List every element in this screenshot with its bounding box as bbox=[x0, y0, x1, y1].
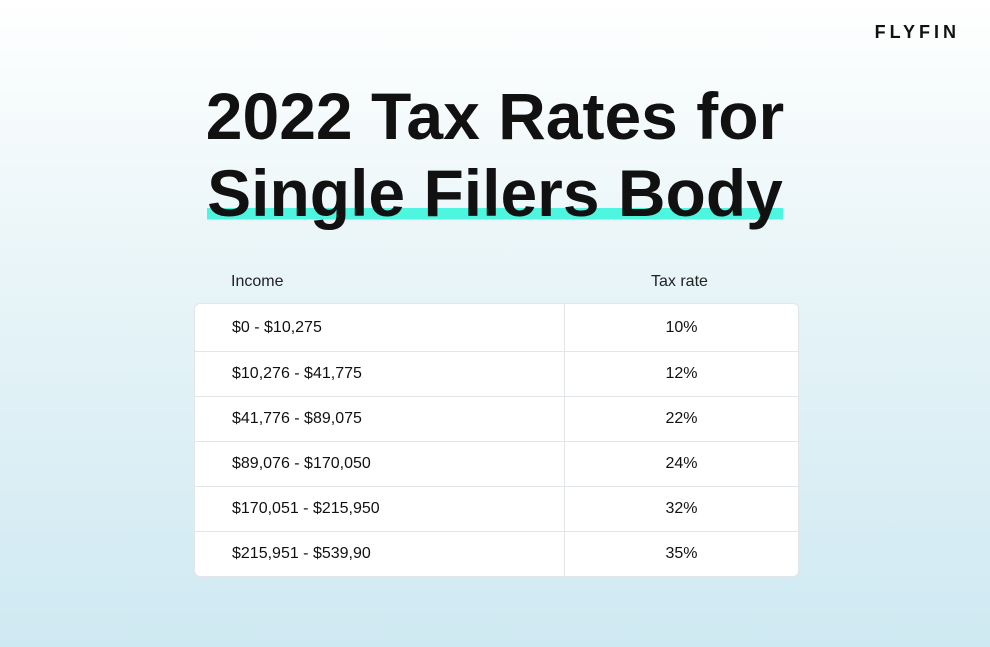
table-row: $89,076 - $170,050 24% bbox=[195, 441, 798, 486]
table-cell: $215,951 - $539,90 bbox=[195, 532, 565, 576]
table-row: $215,951 - $539,90 35% bbox=[195, 531, 798, 576]
table-row: $170,051 - $215,950 32% bbox=[195, 486, 798, 531]
table-cell: $10,276 - $41,775 bbox=[195, 352, 565, 396]
table-row: $41,776 - $89,075 22% bbox=[195, 396, 798, 441]
table-cell: 10% bbox=[665, 318, 698, 336]
title-highlight: Single Filers Body bbox=[207, 156, 783, 230]
table-cell: $89,076 - $170,050 bbox=[195, 442, 565, 486]
header-cell: Tax rate bbox=[651, 273, 708, 290]
table-cell: 12% bbox=[665, 365, 698, 382]
table-cell: 35% bbox=[665, 545, 698, 562]
table-cell: 22% bbox=[665, 410, 698, 427]
table-row: $10,276 - $41,775 12% bbox=[195, 351, 798, 396]
title: Single Filers Body bbox=[0, 155, 990, 231]
title: 2022 Tax Rates for bbox=[205, 79, 785, 153]
header-cell: Income bbox=[231, 273, 284, 290]
table-cell: 24% bbox=[665, 455, 698, 472]
table: $0 - $10,275 10% $10,276 - $41,775 12% $41,7… bbox=[194, 303, 799, 577]
table-cell: $170,051 - $215,950 bbox=[195, 487, 565, 531]
table-cell: 32% bbox=[665, 500, 698, 517]
table-row: $0 - $10,275 10% bbox=[195, 304, 798, 351]
brand-logo: FLYFIN bbox=[874, 22, 960, 42]
table-cell: $41,776 - $89,075 bbox=[195, 397, 565, 441]
table-cell: $0 - $10,275 bbox=[195, 304, 565, 351]
